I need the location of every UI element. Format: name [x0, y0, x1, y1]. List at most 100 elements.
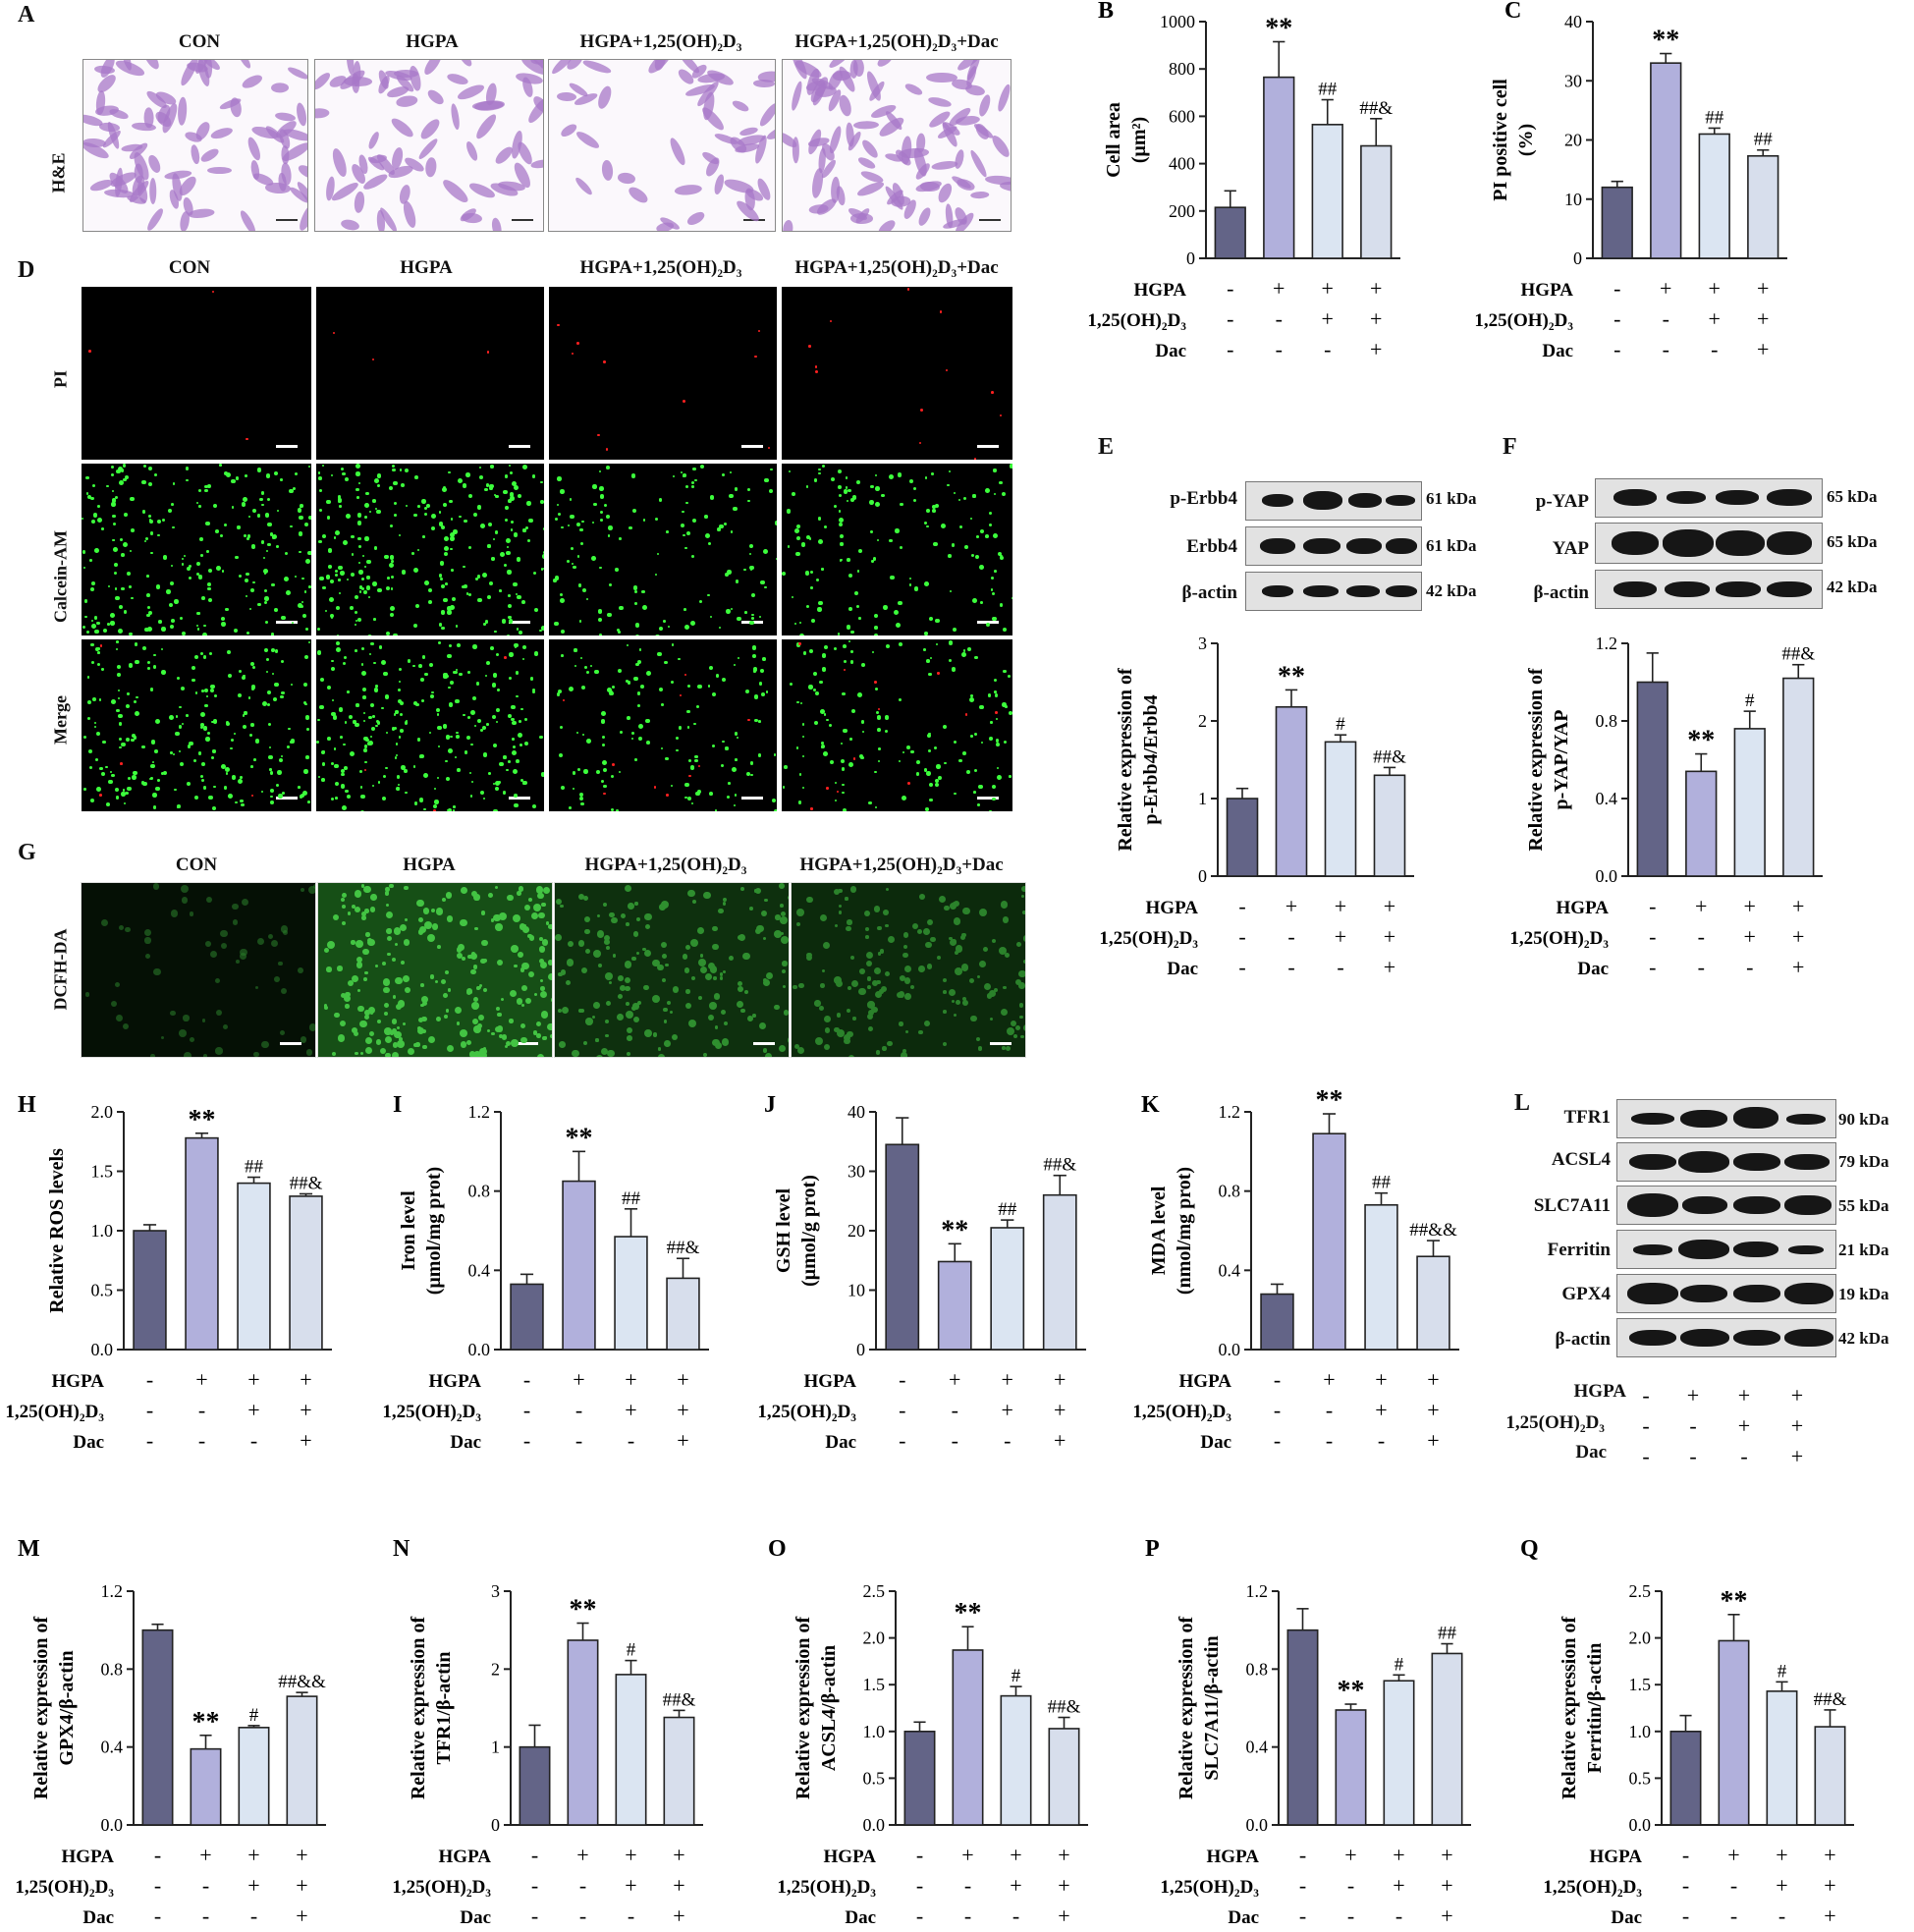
- treatment-sign: -: [1012, 1904, 1019, 1928]
- significance-label: ##&: [667, 1238, 700, 1258]
- treatment-label: Dac: [1200, 1432, 1231, 1453]
- treatment-sign: +: [673, 1843, 684, 1867]
- merge-image-con: [81, 638, 312, 812]
- y-tick-label: 2: [1198, 711, 1207, 731]
- treatment-sign: +: [247, 1873, 259, 1898]
- blot-l-kda-1: 79 kDa: [1838, 1152, 1889, 1171]
- blot-e-kda-2: 42 kDa: [1426, 581, 1477, 600]
- treatment-sign: +: [1054, 1367, 1066, 1392]
- treatment-sign: -: [899, 1398, 905, 1422]
- treatment-label: HGPA: [1590, 1847, 1643, 1867]
- treatment-label: Dac: [460, 1907, 491, 1928]
- treatment-sign: +: [1824, 1843, 1835, 1867]
- y-tick-label: 1.2: [1596, 634, 1618, 653]
- chart-H: H 0.0 0.5 1.0 1.5 2.0 Relative ROS levels ** ## #…: [5, 1092, 332, 1453]
- treatment-label: 1,25(OH)₂D₃: [15, 1877, 114, 1898]
- blot-l-name-1: ACSL4: [1551, 1149, 1611, 1170]
- treatment-sign: -: [531, 1873, 538, 1898]
- y-tick-label: 0.4: [468, 1260, 491, 1280]
- bar-0: [1260, 1293, 1294, 1351]
- blot-f-kda-1: 65 kDa: [1827, 532, 1878, 551]
- y-tick-label: 0.0: [1219, 1340, 1241, 1359]
- bar-2: [1698, 133, 1730, 259]
- blot-e-name-2: β-actin: [1181, 582, 1237, 603]
- blot-l-name-3: Ferritin: [1547, 1240, 1611, 1260]
- y-tick-label: 200: [1169, 201, 1195, 221]
- treatment-label: 1,25(OH)₂D₃: [757, 1402, 856, 1422]
- bar-0: [141, 1628, 174, 1826]
- y-axis-label: (μmol/g prot): [798, 1175, 820, 1287]
- calcein-image-hgpa: [315, 463, 545, 636]
- treatment-sign: -: [146, 1398, 153, 1422]
- col-title-hgpa-vd-dac-d: HGPA+1,25(OH)₂D₃+Dac: [794, 257, 999, 278]
- col-title-hgpa-vd-dac-g: HGPA+1,25(OH)₂D₃+Dac: [799, 855, 1004, 875]
- blot-l-row-1: [1616, 1142, 1836, 1182]
- treatment-label: HGPA: [824, 1847, 877, 1867]
- y-axis-label: Relative expression of: [793, 1617, 814, 1800]
- treatment-sign: +: [1757, 276, 1769, 301]
- treatment-sign: -: [202, 1904, 209, 1928]
- y-tick-label: 1: [491, 1738, 500, 1757]
- panel-label-I: I: [393, 1092, 402, 1118]
- y-axis-label: ACSL4/β-actin: [818, 1645, 840, 1771]
- panel-label-B: B: [1098, 0, 1114, 24]
- y-tick-label: 1.2: [1246, 1581, 1269, 1601]
- treatment-sign: +: [1370, 306, 1382, 331]
- significance-label: ##&: [1781, 644, 1815, 665]
- treatment-sign: -: [1276, 306, 1283, 331]
- treatment-sign: +: [677, 1398, 688, 1422]
- treatment-label: 1,25(OH)₂D₃: [1160, 1877, 1259, 1898]
- treatment-sign: +: [1054, 1428, 1066, 1453]
- y-tick-label: 0.4: [1596, 789, 1618, 808]
- treatment-sign: -: [628, 1904, 634, 1928]
- treatment-sign: -: [575, 1398, 582, 1422]
- he-image-hgpa: [314, 59, 544, 232]
- treatment-label: Dac: [1228, 1907, 1259, 1928]
- treatment-sign: -: [916, 1904, 923, 1928]
- treatment-sign: +: [961, 1843, 973, 1867]
- treatment-sign: +: [296, 1873, 307, 1898]
- treatment-sign: +: [1441, 1843, 1452, 1867]
- blot-l-kda-2: 55 kDa: [1838, 1196, 1889, 1215]
- treatment-sign: -: [1299, 1873, 1306, 1898]
- treatment-sign: +: [1427, 1398, 1439, 1422]
- bar-3: [1360, 144, 1393, 259]
- treatment-sign: +: [1285, 894, 1297, 918]
- significance-label: **: [955, 1598, 982, 1628]
- significance-label: ##&: [1373, 746, 1406, 767]
- treatment-label: HGPA: [1521, 280, 1574, 301]
- treatment-label: HGPA: [1557, 898, 1610, 918]
- treatment-label: Dac: [845, 1907, 876, 1928]
- bar-3: [1782, 677, 1815, 877]
- bar-3: [289, 1195, 323, 1351]
- treatment-sign: +: [199, 1843, 211, 1867]
- treatment-sign: +: [1058, 1873, 1069, 1898]
- treatment-sign: -: [531, 1843, 538, 1867]
- panel-label-J: J: [764, 1092, 776, 1118]
- treatment-sign: +: [1384, 894, 1395, 918]
- pi-image-hgpa-vd: [548, 286, 778, 461]
- treatment-sign: -: [1347, 1904, 1354, 1928]
- treatment-sign: -: [1682, 1904, 1689, 1928]
- treatment-label: Dac: [73, 1432, 104, 1453]
- treatment-label: Dac: [82, 1907, 114, 1928]
- bar-3: [663, 1716, 695, 1826]
- bar-0: [903, 1731, 936, 1826]
- treatment-sign: +: [677, 1367, 688, 1392]
- bar-1: [952, 1649, 984, 1826]
- treatment-sign: -: [154, 1904, 161, 1928]
- treatment-sign: +: [1002, 1367, 1013, 1392]
- treatment-sign: -: [964, 1904, 971, 1928]
- bar-0: [519, 1745, 551, 1826]
- y-tick-label: 0.0: [101, 1815, 124, 1835]
- y-tick-label: 1.2: [1219, 1102, 1241, 1122]
- treatment-sign: +: [1335, 924, 1346, 949]
- significance-label: **: [1721, 1586, 1748, 1617]
- bar-0: [510, 1283, 544, 1351]
- chart-C: C 0 10 20 30 40 PI positive cell (%) ** ## ## HGPA -…: [1474, 0, 1787, 361]
- treatment-sign: -: [952, 1398, 958, 1422]
- bar-2: [1733, 728, 1766, 877]
- bar-0: [1214, 206, 1246, 259]
- significance-label: ##&: [290, 1173, 323, 1193]
- bar-3: [1747, 154, 1779, 259]
